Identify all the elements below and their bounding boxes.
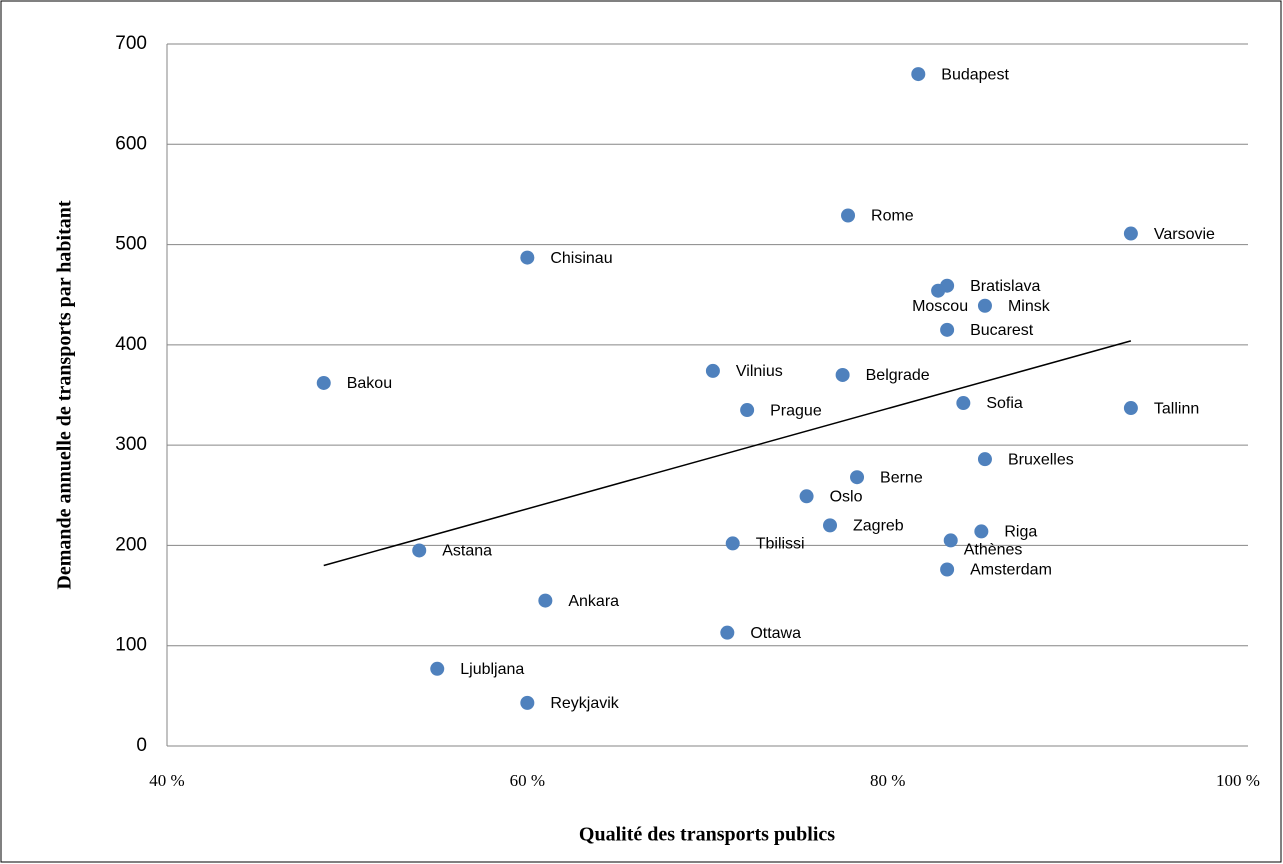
point-label: Ankara (568, 593, 619, 610)
point (977, 452, 992, 467)
point (520, 695, 535, 710)
point-label: Chisinau (550, 250, 612, 267)
x-tick-label: 100 % (1216, 771, 1260, 790)
point (835, 367, 850, 382)
point (823, 518, 838, 533)
point (316, 375, 331, 390)
point-label: Moscou (912, 298, 968, 315)
point-label: Oslo (830, 489, 863, 506)
point-label: Budapest (941, 66, 1009, 83)
point-label: Bruxelles (1008, 451, 1074, 468)
point (799, 489, 814, 504)
point-label: Berne (880, 469, 923, 486)
y-tick-label: 100 (115, 635, 147, 656)
x-tick-label: 80 % (870, 771, 905, 790)
point (956, 396, 971, 411)
point-label: Prague (770, 402, 822, 419)
point (1123, 401, 1138, 416)
point (520, 250, 535, 265)
point-label: Vilnius (736, 363, 783, 380)
point-label: Ljubljana (460, 661, 524, 678)
point-label: Athènes (964, 542, 1023, 559)
point-label: Riga (1004, 524, 1037, 541)
point-label: Tbilissi (756, 536, 805, 553)
point-label: Tallinn (1154, 400, 1199, 417)
point-label: Bucarest (970, 322, 1034, 339)
point (430, 661, 445, 676)
point-label: Belgrade (866, 367, 930, 384)
y-tick-label: 500 (115, 234, 147, 255)
point (940, 322, 955, 337)
point (943, 533, 958, 548)
point (977, 298, 992, 313)
point-label: Ottawa (750, 625, 801, 642)
point (740, 403, 755, 418)
y-tick-label: 700 (115, 33, 147, 54)
point (940, 562, 955, 577)
y-tick-label: 0 (136, 735, 147, 756)
y-tick-label: 600 (115, 133, 147, 154)
point (720, 625, 735, 640)
point (725, 536, 740, 551)
y-tick-label: 400 (115, 334, 147, 355)
point (974, 524, 989, 539)
x-axis-title: Qualité des transports publics (579, 824, 835, 846)
point-label: Rome (871, 208, 914, 225)
point-label: Reykjavik (550, 695, 619, 712)
point-label: Zagreb (853, 518, 904, 535)
x-tick-label: 40 % (149, 771, 184, 790)
point (841, 208, 856, 223)
point (538, 593, 553, 608)
point (1123, 226, 1138, 241)
trendline (323, 340, 1132, 567)
point-label: Sofia (986, 395, 1023, 412)
y-tick-label: 300 (115, 434, 147, 455)
y-axis-title: Demande annuelle de transports par habit… (54, 200, 76, 589)
point (412, 543, 427, 558)
point (931, 283, 946, 298)
point-label: Varsovie (1154, 226, 1215, 243)
point-label: Amsterdam (970, 562, 1052, 579)
point-label: Astana (442, 543, 492, 560)
y-tick-label: 200 (115, 534, 147, 555)
point (705, 363, 720, 378)
point (850, 470, 865, 485)
point-label: Minsk (1008, 298, 1051, 315)
point-label: Bakou (347, 375, 392, 392)
point-label: Bratislava (970, 278, 1040, 295)
x-tick-label: 60 % (510, 771, 545, 790)
point (911, 67, 926, 82)
